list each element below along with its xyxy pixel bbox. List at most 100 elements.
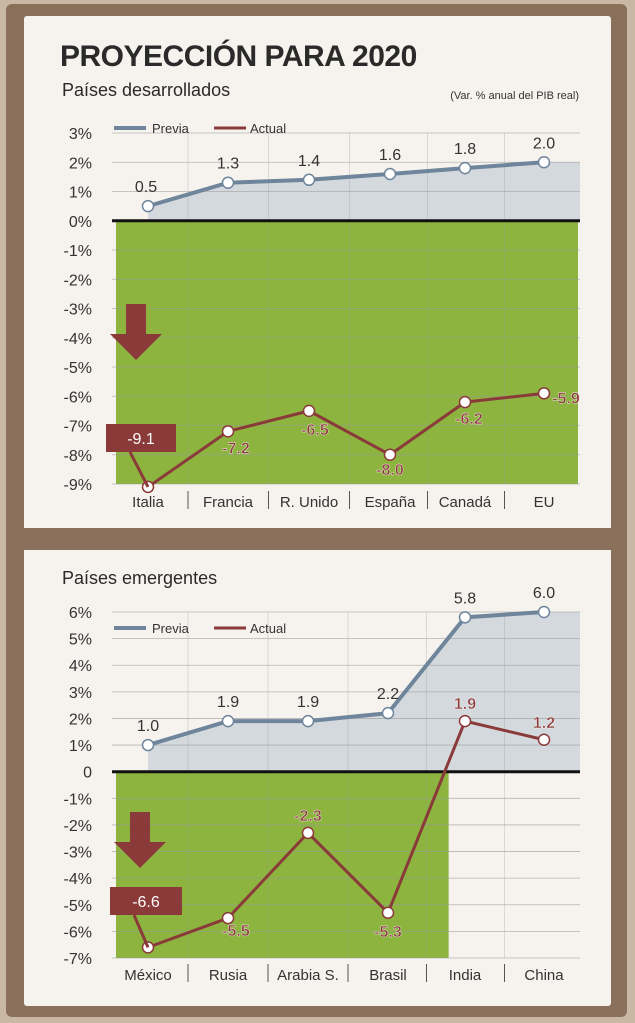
chart-1-subtitle: Países desarrollados bbox=[62, 80, 231, 100]
chart2-category-label: Rusia bbox=[209, 967, 248, 984]
chart1-actual-data-label: -6.5 bbox=[301, 422, 329, 439]
chart1-category-label: EU bbox=[534, 494, 555, 511]
chart1-ytick-label: 2% bbox=[69, 155, 92, 172]
chart1-previa-point bbox=[383, 167, 397, 181]
chart2-previa-data-label: 5.8 bbox=[454, 590, 476, 607]
chart2-previa-point bbox=[381, 706, 395, 720]
chart1-legend-previa-label: Previa bbox=[152, 121, 190, 136]
chart1-previa-point bbox=[221, 176, 235, 189]
chart2-category-label: China bbox=[524, 967, 564, 984]
chart1-ytick-label: -6% bbox=[64, 389, 92, 406]
chart2-ytick-label: 2% bbox=[69, 711, 92, 728]
chart1-previa-data-label: 1.4 bbox=[298, 153, 320, 170]
chart2-ytick-label: 5% bbox=[69, 632, 92, 649]
chart2-actual-line bbox=[147, 719, 545, 949]
chart2-previa-data-label: 6.0 bbox=[533, 585, 555, 602]
chart2-actual-point bbox=[381, 906, 395, 920]
chart1-previa-point bbox=[537, 156, 551, 169]
chart2-ytick-label: -1% bbox=[64, 791, 92, 808]
chart1-previa-data-label: 1.8 bbox=[454, 141, 476, 158]
chart2-actual-data-label: 1.2 bbox=[533, 715, 555, 732]
chart2-previa-line bbox=[147, 610, 545, 747]
chart2-actual-point bbox=[458, 714, 472, 728]
chart1-previa-line bbox=[147, 160, 545, 209]
chart2-ytick-label: 4% bbox=[69, 658, 92, 675]
chart2-previa-point bbox=[537, 605, 551, 619]
chart2-negative-area bbox=[116, 771, 449, 958]
chart1-down-arrow-icon bbox=[110, 304, 162, 360]
chart2-category-label: India bbox=[449, 967, 482, 984]
chart2-actual-data-label: -5.5 bbox=[222, 923, 250, 940]
chart1-previa-data-label: 1.3 bbox=[217, 156, 239, 173]
chart2-ytick-label: -7% bbox=[64, 951, 92, 968]
units-note: (Var. % anual del PIB real) bbox=[450, 90, 579, 102]
chart2-down-arrow-icon bbox=[114, 812, 166, 868]
chart2-ytick-label: 6% bbox=[69, 605, 92, 622]
chart-2-subtitle: Países emergentes bbox=[62, 568, 218, 588]
chart2-legend-actual-label: Actual bbox=[250, 621, 286, 636]
chart1-category-label: España bbox=[365, 494, 417, 511]
chart2-ytick-label: -6% bbox=[64, 924, 92, 941]
chart1-actual-point bbox=[302, 404, 316, 418]
chart1-actual-data-label: -6.2 bbox=[455, 411, 483, 428]
chart1-ytick-label: -4% bbox=[64, 331, 92, 348]
chart1-previa-point bbox=[141, 199, 155, 213]
chart1-actual-data-label: -9.1 bbox=[127, 431, 155, 448]
chart2-actual-data-label: 1.9 bbox=[454, 696, 476, 713]
chart2-previa-data-label: 2.2 bbox=[377, 686, 399, 703]
chart1-negative-area bbox=[116, 220, 578, 484]
chart1-previa-data-label: 2.0 bbox=[533, 135, 555, 152]
chart2-actual-point bbox=[221, 911, 235, 925]
chart1-ytick-label: -8% bbox=[64, 448, 92, 465]
chart2-ytick-label: -2% bbox=[64, 818, 92, 835]
chart2-ytick-label: 1% bbox=[69, 738, 92, 755]
chart1-ytick-label: -1% bbox=[64, 243, 92, 260]
chart1-actual-label-box bbox=[106, 424, 176, 452]
chart2-category-label: Brasil bbox=[369, 967, 407, 984]
chart2-category-label: México bbox=[124, 967, 172, 984]
chart2-previa-point bbox=[141, 738, 155, 752]
chart1-legend-actual-label: Actual bbox=[250, 121, 286, 136]
chart2-actual-label-leader bbox=[132, 914, 150, 948]
chart1-ytick-label: -3% bbox=[64, 302, 92, 319]
chart1-actual-data-label: -5.9 bbox=[552, 390, 580, 407]
chart1-previa-point bbox=[302, 173, 316, 187]
section-divider bbox=[24, 528, 611, 550]
chart1-ytick-label: -2% bbox=[64, 272, 92, 289]
chart1-ytick-label: 0% bbox=[69, 214, 92, 231]
chart2-actual-point bbox=[537, 733, 551, 747]
chart1-actual-point bbox=[383, 448, 397, 461]
chart1-category-label: R. Unido bbox=[280, 494, 338, 511]
chart1-actual-data-label: -7.2 bbox=[222, 440, 250, 457]
chart1-ytick-label: 3% bbox=[69, 126, 92, 143]
chart1-actual-label-leader bbox=[128, 451, 150, 488]
chart2-actual-point bbox=[301, 826, 315, 840]
chart2-previa-data-label: 1.9 bbox=[217, 694, 239, 711]
chart2-category-label: Arabia S. bbox=[277, 967, 339, 984]
chart2-previa-point bbox=[458, 611, 472, 624]
chart2-previa-data-label: 1.9 bbox=[297, 694, 319, 711]
chart2-ytick-label: -3% bbox=[64, 845, 92, 862]
chart2-ytick-label: -4% bbox=[64, 871, 92, 888]
chart2-previa-point bbox=[301, 714, 315, 728]
chart1-previa-data-label: 0.5 bbox=[135, 179, 157, 196]
page-title: PROYECCIÓN PARA 2020 bbox=[60, 40, 417, 73]
chart2-previa-data-label: 1.0 bbox=[137, 718, 159, 735]
chart2-ytick-label: 0 bbox=[83, 765, 92, 782]
chart2-legend-previa-label: Previa bbox=[152, 621, 190, 636]
chart1-previa-point bbox=[458, 161, 472, 175]
chart2-ytick-label: -5% bbox=[64, 898, 92, 915]
chart1-ytick-label: -5% bbox=[64, 360, 92, 377]
chart1-actual-data-label: -8.0 bbox=[376, 462, 404, 479]
chart1-ytick-label: -7% bbox=[64, 419, 92, 436]
chart1-category-label: Canadá bbox=[439, 494, 492, 511]
chart2-ytick-label: 3% bbox=[69, 685, 92, 702]
chart1-category-label: Italia bbox=[132, 494, 164, 511]
chart1-actual-point bbox=[221, 425, 235, 438]
chart2-actual-data-label: -6.6 bbox=[132, 894, 160, 911]
chart1-actual-point bbox=[458, 395, 472, 409]
chart2-previa-point bbox=[221, 714, 235, 728]
chart2-actual-label-box bbox=[110, 887, 182, 915]
chart1-previa-data-label: 1.6 bbox=[379, 147, 401, 164]
